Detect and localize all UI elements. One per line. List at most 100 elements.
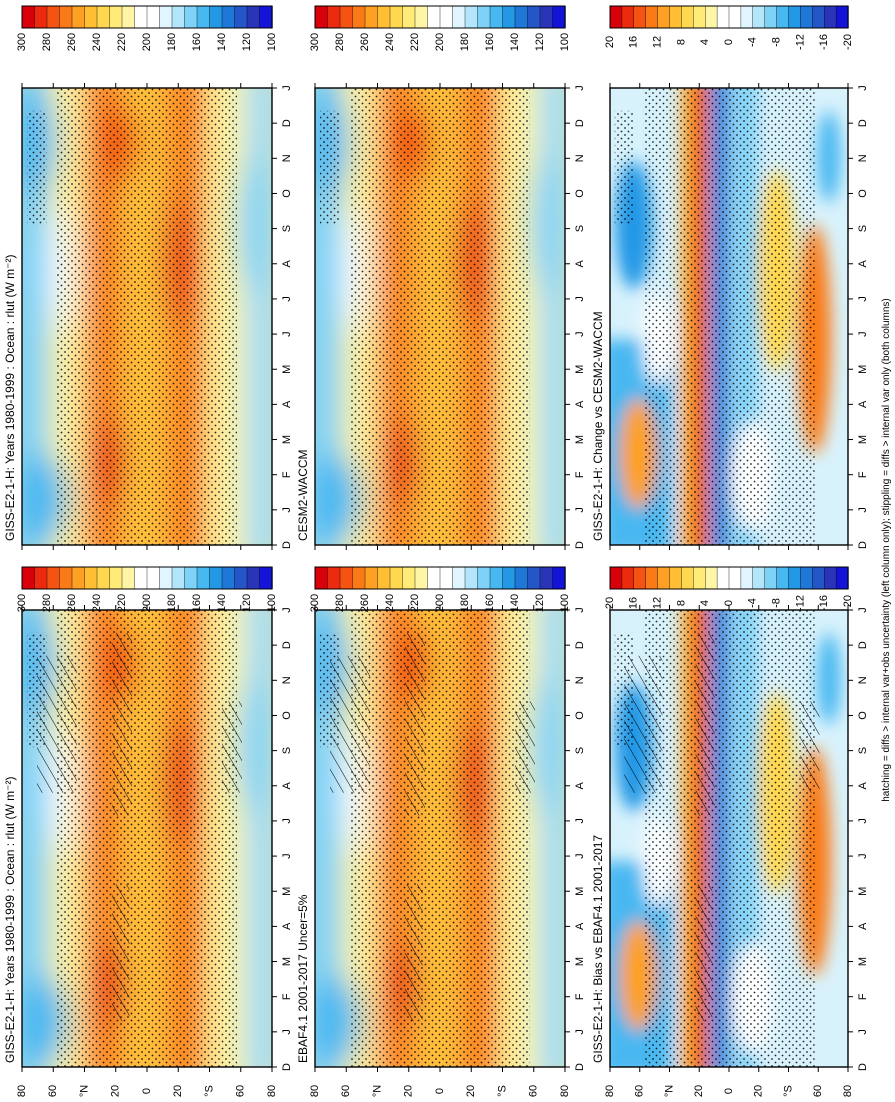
month-tick-label: J xyxy=(281,853,293,859)
colorbar-swatch xyxy=(389,566,404,590)
colorbar-swatch xyxy=(84,5,98,29)
colorbar-swatch xyxy=(716,566,730,590)
colorbar-swatch xyxy=(84,566,98,590)
colorbar-swatch xyxy=(184,566,198,590)
lat-axis xyxy=(21,83,273,550)
lat-tick-label: °S xyxy=(782,1085,794,1097)
colorbar-label: 8 xyxy=(675,600,687,606)
colorbar-label: 100 xyxy=(266,594,278,612)
month-tick-label: J xyxy=(857,507,869,513)
lat-tick-label: 80 xyxy=(604,1085,616,1097)
lat-tick-label: 80 xyxy=(559,1085,571,1097)
panel-title: EBAF4.1 2001-2017 Uncer=5% xyxy=(296,894,310,1063)
month-tick-label: J xyxy=(857,1029,869,1035)
colorbar-swatch xyxy=(184,5,198,29)
lat-tick-label: 20 xyxy=(465,1085,477,1097)
colorbar-label: 4 xyxy=(699,39,711,45)
lat-tick-label: 80 xyxy=(309,1085,321,1097)
colorbar-abs-2: 300 280 260 240 220 200 180 160 140 120 100 xyxy=(16,566,278,612)
colorbar-swatch xyxy=(812,566,825,590)
colorbar-label: -8 xyxy=(771,598,783,608)
panel-5: D J F M A M J J A S O N D J 80 60 °N 20 0 20 °S 60 80 GISS-E2-1… xyxy=(591,605,869,1097)
colorbar-label: -4 xyxy=(747,37,759,47)
month-tick-label: A xyxy=(281,781,293,789)
colorbar-swatch xyxy=(514,566,529,590)
month-tick-label: D xyxy=(857,1063,869,1071)
colorbar-swatch xyxy=(776,566,790,590)
lat-tick-label: 20 xyxy=(753,1085,765,1097)
colorbar-swatch xyxy=(693,5,706,29)
colorbar-swatch xyxy=(46,5,61,29)
colorbar-swatch xyxy=(452,5,466,29)
month-tick-label: N xyxy=(857,154,869,162)
colorbar-swatch xyxy=(752,5,766,29)
colorbar-label: 300 xyxy=(16,33,28,51)
colorbar-swatch xyxy=(527,5,541,29)
month-tick-label: S xyxy=(281,225,293,232)
colorbar-label: 300 xyxy=(16,594,28,612)
panel-6: D J F M A M J J A S O N D J GISS-E2-1-H: Change vs CES… xyxy=(591,83,869,550)
lat-axis: 80 60 °N 20 0 20 °S 60 80 xyxy=(309,605,571,1097)
colorbar-swatch xyxy=(34,5,48,29)
month-tick-label: S xyxy=(281,747,293,754)
month-tick-label: O xyxy=(281,189,293,198)
colorbar-label: -20 xyxy=(842,595,854,611)
colorbar-swatch xyxy=(46,566,61,590)
colorbar-label: -12 xyxy=(794,34,806,50)
stippling xyxy=(614,88,815,545)
colorbar-label: 180 xyxy=(166,33,178,51)
colorbar-swatch xyxy=(669,5,683,29)
month-tick-label: J xyxy=(857,818,869,824)
month-tick-label: J xyxy=(857,331,869,337)
lat-tick-label: °S xyxy=(203,1085,215,1097)
colorbar-swatch xyxy=(489,566,504,590)
colorbar-swatch xyxy=(364,566,379,590)
panel-title: GISS-E2-1-H: Years 1980-1999 : Ocean : r… xyxy=(3,777,17,1063)
month-tick-label: F xyxy=(574,993,586,1000)
colorbar-label: -16 xyxy=(818,595,830,611)
month-tick-label: J xyxy=(281,818,293,824)
lat-tick-label: °S xyxy=(496,1085,508,1097)
lat-tick-label: 60 xyxy=(47,1085,59,1097)
colorbar-label: 280 xyxy=(334,594,346,612)
month-tick-label: F xyxy=(574,471,586,478)
colorbar-label: 12 xyxy=(652,597,664,609)
colorbar-swatch xyxy=(477,566,491,590)
colorbar-swatch xyxy=(134,566,148,590)
colorbar-swatch xyxy=(352,566,366,590)
month-tick-label: D xyxy=(857,119,869,127)
colorbar-label: 16 xyxy=(628,36,640,48)
month-tick-label: J xyxy=(574,85,586,91)
month-tick-label: D xyxy=(281,119,293,127)
lat-tick-label: 80 xyxy=(16,1085,28,1097)
month-tick-label: A xyxy=(574,400,586,408)
month-tick-label: A xyxy=(574,259,586,267)
month-tick-label: D xyxy=(574,541,586,549)
month-tick-label: M xyxy=(281,365,293,374)
month-tick-label: J xyxy=(281,296,293,302)
month-tick-label: D xyxy=(857,641,869,649)
month-tick-label: J xyxy=(857,296,869,302)
colorbar-swatch xyxy=(439,5,454,29)
colorbar-label: 280 xyxy=(41,594,53,612)
month-tick-label: M xyxy=(857,957,869,966)
month-tick-label: J xyxy=(574,853,586,859)
month-tick-label: D xyxy=(574,119,586,127)
month-tick-label: O xyxy=(857,189,869,198)
colorbar-label: 120 xyxy=(534,594,546,612)
month-tick-label: J xyxy=(574,296,586,302)
colorbar-label: 200 xyxy=(141,594,153,612)
month-tick-label: J xyxy=(857,853,869,859)
colorbar-swatch xyxy=(259,5,273,29)
lat-tick-label: 60 xyxy=(812,1085,824,1097)
month-tick-label: A xyxy=(281,259,293,267)
colorbar-abs-3: 300 280 260 240 220 200 180 160 140 120 100 xyxy=(309,5,571,51)
colorbar-swatch xyxy=(539,566,554,590)
month-tick-label: S xyxy=(574,225,586,232)
month-tick-label: S xyxy=(857,225,869,232)
colorbar-swatch xyxy=(59,566,73,590)
month-tick-label: O xyxy=(574,189,586,198)
colorbar-swatch xyxy=(681,5,695,29)
colorbar-swatch xyxy=(377,5,391,29)
lat-tick-label: 0 xyxy=(434,1088,446,1094)
